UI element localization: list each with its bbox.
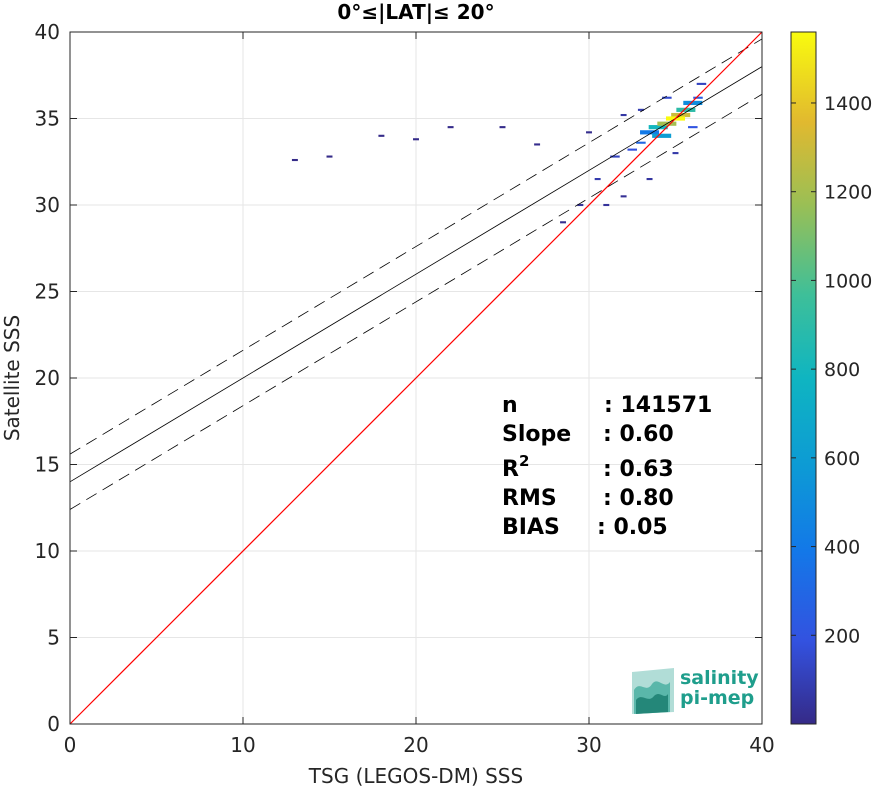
axis-ticks: 0 10 20 30 40 0 5 10 15 20 25 30 35 40 xyxy=(35,20,775,757)
density-cell xyxy=(603,203,610,207)
colorbar-tick-label: 1200 xyxy=(824,182,872,204)
density-cell xyxy=(326,155,333,158)
salinity-pimep-logo: salinity pi-mep xyxy=(632,667,759,714)
x-tick-label: 0 xyxy=(64,733,77,757)
colorbar-tick-label: 200 xyxy=(824,625,860,647)
y-tick-label: 10 xyxy=(35,539,60,563)
colorbar-tick-label: 800 xyxy=(824,359,860,381)
y-tick-label: 5 xyxy=(47,626,60,650)
stat-slope-label: Slope xyxy=(502,422,571,447)
colorbar-ticks: 200 400 600 800 1000 1200 1400 xyxy=(791,93,872,647)
chart-title: 0°≤|LAT|≤ 20° xyxy=(337,0,494,24)
x-tick-label: 20 xyxy=(403,733,428,757)
density-cell xyxy=(577,203,584,207)
logo-line2: pi-mep xyxy=(680,687,754,709)
stat-bias-label: BIAS xyxy=(502,515,560,540)
colorbar-tick-label: 600 xyxy=(824,448,860,470)
colorbar-tick-label: 1400 xyxy=(824,93,872,115)
stat-n-label: n xyxy=(502,393,518,418)
density-cell xyxy=(652,133,672,138)
density-cell xyxy=(676,107,696,112)
density-cell xyxy=(499,126,506,129)
density-cell xyxy=(447,126,454,129)
density-cell xyxy=(291,158,298,162)
stat-slope-value: : 0.60 xyxy=(603,422,674,447)
density-cell xyxy=(620,195,627,198)
y-axis-label: Satellite SSS xyxy=(0,315,24,441)
y-tick-label: 20 xyxy=(35,366,60,390)
density-cell xyxy=(696,82,707,85)
stat-rms-label: RMS xyxy=(502,486,557,511)
y-tick-label: 15 xyxy=(35,453,60,477)
stat-bias-value: : 0.05 xyxy=(597,515,668,540)
x-tick-label: 10 xyxy=(230,733,255,757)
y-tick-label: 30 xyxy=(35,193,60,217)
stat-r2-value: : 0.63 xyxy=(603,457,674,482)
identity-line xyxy=(69,31,763,725)
colorbar-tick-label: 400 xyxy=(824,537,860,559)
density-cell xyxy=(672,152,679,155)
density-cell xyxy=(637,108,644,111)
density-cell xyxy=(560,221,567,224)
density-cell xyxy=(662,96,672,99)
density-cell xyxy=(620,113,627,117)
density-cell xyxy=(683,100,703,106)
density-cell xyxy=(586,131,592,134)
confidence-lower-line xyxy=(69,93,763,510)
density-cell xyxy=(646,178,653,181)
density-cell xyxy=(648,125,668,130)
y-tick-label: 35 xyxy=(35,107,60,131)
logo-line1: salinity xyxy=(680,667,759,689)
stat-r2-label: R2 xyxy=(502,452,529,482)
wave-icon xyxy=(632,668,674,714)
density-cell xyxy=(594,178,601,181)
x-tick-label: 40 xyxy=(749,733,774,757)
density-cell xyxy=(534,143,541,146)
y-tick-label: 40 xyxy=(35,20,60,44)
confidence-upper-line xyxy=(69,38,763,455)
stats-box: n : 141571 Slope : 0.60 R2 : 0.63 RMS : … xyxy=(502,393,712,540)
y-tick-label: 25 xyxy=(35,280,60,304)
density-cell xyxy=(693,96,703,99)
density-cell xyxy=(640,130,660,135)
stat-rms-value: : 0.80 xyxy=(603,486,674,511)
fit-lines xyxy=(69,31,763,725)
stat-n-value: : 141571 xyxy=(604,393,712,418)
colorbar xyxy=(790,31,817,725)
density-cell xyxy=(688,126,698,129)
y-tick-label: 0 xyxy=(47,712,60,736)
density-cell xyxy=(610,155,620,158)
density-cell xyxy=(378,134,385,137)
regression-line xyxy=(69,66,763,483)
density-cell xyxy=(627,148,638,151)
x-tick-label: 30 xyxy=(576,733,601,757)
x-axis-label: TSG (LEGOS-DM) SSS xyxy=(308,764,523,788)
density-cell xyxy=(413,138,419,141)
colorbar-tick-label: 1000 xyxy=(824,270,872,292)
density-cell xyxy=(636,141,646,144)
